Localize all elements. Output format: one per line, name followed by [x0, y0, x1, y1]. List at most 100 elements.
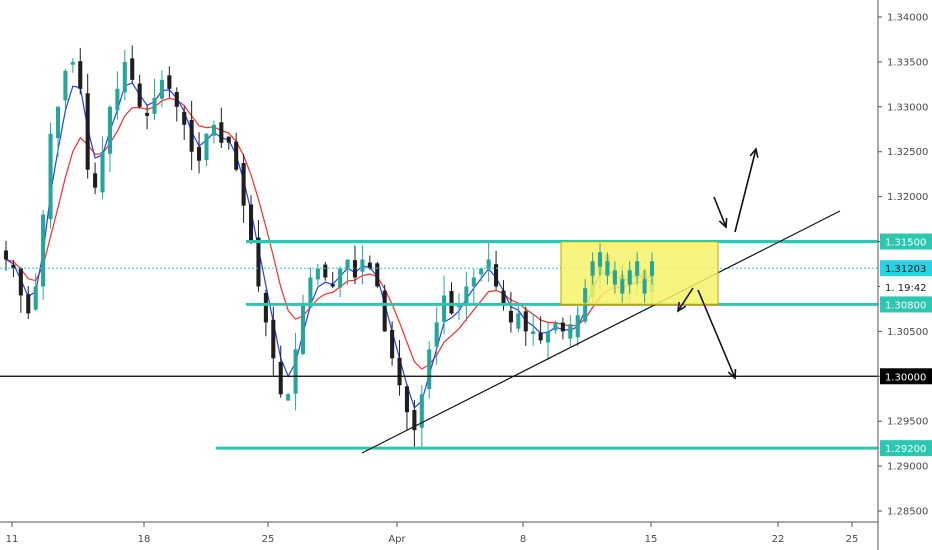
x-tick-label: 15 [645, 534, 658, 545]
candle-body [464, 286, 469, 306]
countdown-box [880, 279, 932, 296]
arrow-to-trendline [677, 287, 694, 312]
arrow-to-trendline-head [676, 301, 687, 313]
candle-body [560, 322, 565, 332]
y-tick-label: 1.32000 [887, 192, 928, 203]
candle-body [197, 146, 202, 161]
candle-body [122, 61, 127, 93]
candle-body [375, 263, 380, 287]
candle-body [182, 111, 187, 125]
candle-body [248, 204, 254, 242]
arrow-breakout-up-head [749, 147, 759, 158]
x-tick-label: Apr [388, 534, 406, 545]
box-candle-body [583, 288, 588, 303]
annotations [361, 147, 841, 454]
x-tick-label: 25 [262, 534, 275, 545]
candle-body [33, 286, 38, 310]
candle-body [48, 133, 53, 220]
candle-body [330, 284, 335, 287]
candle-body [271, 319, 276, 359]
price-label-box [880, 260, 932, 277]
box-candle-body [568, 324, 573, 339]
candle-body [26, 294, 31, 314]
candle-body [471, 277, 476, 287]
candle-body [546, 331, 551, 343]
arrow-breakdown [697, 289, 736, 379]
y-tick-label: 1.33500 [887, 57, 928, 68]
candle-body [145, 112, 150, 116]
arrow-breakout-up [734, 148, 757, 233]
candle-body [367, 262, 372, 269]
candle-body [137, 83, 142, 107]
candle-body [345, 259, 350, 270]
box-candle-body [605, 261, 610, 276]
price-label-text: 1.31500 [885, 238, 926, 249]
candle-body [300, 304, 306, 355]
candle-body [159, 79, 164, 99]
candle-body [174, 92, 179, 107]
candle-body [449, 290, 454, 314]
price-label-text: 1.30800 [885, 300, 926, 311]
y-tick-label: 1.33000 [887, 102, 928, 113]
candle-body [442, 295, 447, 322]
candle-body [479, 268, 484, 275]
candle-body [100, 151, 105, 193]
moving-averages [5, 82, 653, 409]
candle-body [219, 122, 224, 143]
candle-body [55, 106, 61, 139]
candle-body [63, 70, 68, 101]
countdown-text: 1. 19:42 [885, 283, 927, 294]
arrow-to-resistance-head [718, 217, 728, 229]
candle-body [427, 349, 432, 390]
candle-body [263, 292, 268, 323]
candle-body [167, 75, 172, 89]
candle-body [3, 250, 9, 260]
y-tick-label: 1.29000 [887, 462, 928, 473]
candle-body [382, 290, 387, 332]
candle-body [412, 410, 417, 431]
box-candle-body [612, 270, 617, 285]
candle-body [241, 163, 246, 206]
candle-body [234, 141, 239, 170]
y-tick-label: 1.28500 [887, 507, 928, 518]
price-label-text: 1.30000 [885, 372, 926, 383]
candle-body [308, 277, 313, 308]
candle-body [434, 322, 439, 347]
candle-body [352, 260, 358, 278]
arrow-to-resistance [713, 196, 727, 228]
y-tick-label: 1.32500 [887, 147, 928, 158]
candle-body [107, 106, 112, 154]
x-tick-label: 8 [520, 534, 526, 545]
candle-body [93, 173, 98, 188]
box-candle-body [627, 270, 632, 285]
candle-body [338, 268, 343, 288]
candle-body [211, 124, 216, 136]
box-candle-body [590, 261, 595, 276]
candle-body [419, 394, 424, 428]
candle-body [516, 313, 521, 329]
candle-body [323, 264, 328, 278]
candle-body [78, 61, 83, 89]
y-tick-label: 1.30500 [887, 327, 928, 338]
price-label-text: 1.29200 [885, 444, 926, 455]
arrow-breakdown-head [727, 368, 737, 380]
candle-body [494, 264, 499, 287]
ascending-trendline [361, 210, 841, 454]
x-tick-label: 22 [772, 534, 785, 545]
price-label-box [880, 368, 932, 385]
candle-body [553, 322, 558, 331]
price-label-box [880, 233, 932, 250]
candle-body [531, 331, 536, 334]
candle-body [508, 310, 513, 323]
box-candle-body [635, 261, 640, 276]
x-tick-label: 18 [138, 534, 151, 545]
candle-body [226, 136, 231, 143]
candle-body [130, 58, 135, 80]
price-label-box [880, 440, 932, 457]
candle-body [18, 268, 23, 296]
y-tick-label: 1.34000 [887, 12, 928, 23]
candle-body [523, 311, 528, 332]
x-tick-label: 11 [6, 534, 19, 545]
y-tick-label: 1.29500 [887, 417, 928, 428]
